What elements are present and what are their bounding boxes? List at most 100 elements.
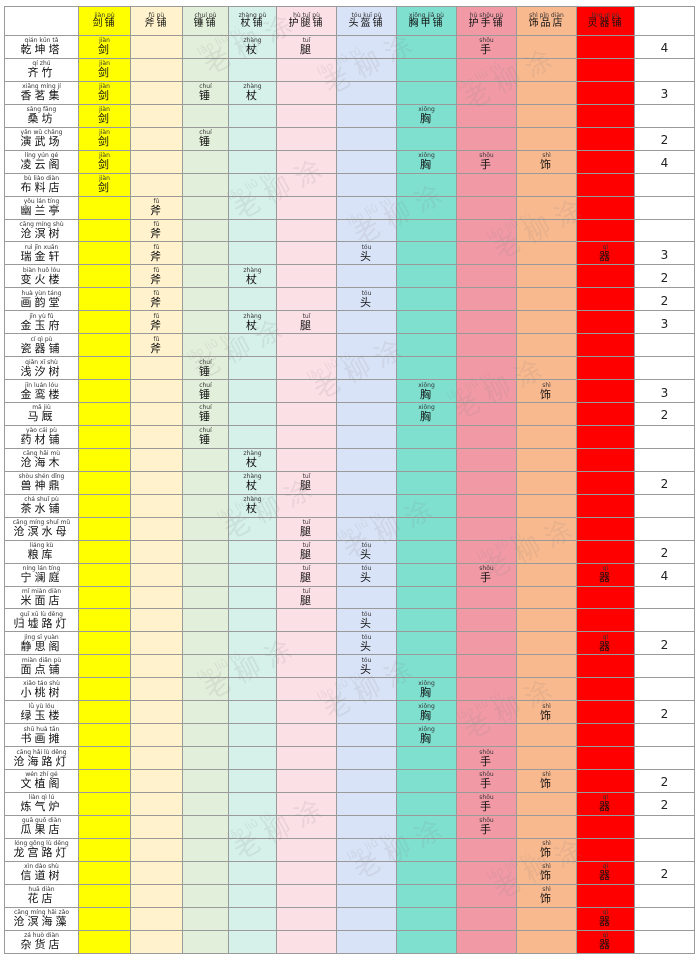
cell-jian[interactable] xyxy=(78,585,131,610)
cell-shou[interactable] xyxy=(456,447,517,472)
row-name[interactable]: miàn diǎn pù 面点铺 xyxy=(4,654,79,679)
cell-tou[interactable] xyxy=(336,149,397,174)
cell-qi[interactable]: fǔ 斧 xyxy=(130,310,183,335)
row-name[interactable]: liáng kù 粮库 xyxy=(4,539,79,564)
cell-qi[interactable]: fǔ 斧 xyxy=(130,264,183,289)
cell-qi[interactable]: fǔ 斧 xyxy=(130,218,183,243)
cell-qi[interactable]: fǔ 斧 xyxy=(130,287,183,312)
cell-xiong[interactable] xyxy=(396,57,457,82)
cell-tou[interactable] xyxy=(336,195,397,220)
cell-xiong[interactable] xyxy=(396,516,457,541)
cell-xiong[interactable] xyxy=(396,470,457,495)
cell-zhang[interactable] xyxy=(228,333,277,358)
cell-shi[interactable] xyxy=(516,906,577,931)
cell-jian[interactable] xyxy=(78,631,131,656)
cell-zhang[interactable] xyxy=(228,814,277,839)
column-header-xiong[interactable]: xiōng jiǎ pù 胸甲铺 xyxy=(396,6,457,36)
cell-jian[interactable]: jiàn 剑 xyxy=(78,172,131,197)
cell-tui[interactable] xyxy=(276,769,337,793)
cell-shou[interactable]: shǒu 手 xyxy=(456,791,517,816)
cell-shi[interactable] xyxy=(516,287,577,312)
cell-tou[interactable] xyxy=(336,814,397,839)
cell-tou[interactable] xyxy=(336,723,397,748)
cell-tui[interactable]: tuǐ 腿 xyxy=(276,35,337,59)
cell-chui[interactable] xyxy=(182,149,229,174)
row-name[interactable]: huà yùn táng 画韵堂 xyxy=(4,287,79,312)
cell-chui[interactable] xyxy=(182,57,229,82)
cell-shi[interactable] xyxy=(516,310,577,335)
cell-qi[interactable] xyxy=(130,149,183,174)
cell-zhang[interactable] xyxy=(228,287,277,312)
cell-xiong[interactable]: xiōng 胸 xyxy=(396,723,457,748)
cell-qi[interactable] xyxy=(130,80,183,105)
cell-qi[interactable] xyxy=(130,837,183,862)
cell-chui[interactable] xyxy=(182,562,229,587)
cell-shou[interactable] xyxy=(456,539,517,564)
cell-shi[interactable] xyxy=(516,126,577,151)
cell-zhang[interactable] xyxy=(228,562,277,587)
row-name[interactable]: mǐ miàn diàn 米面店 xyxy=(4,585,79,610)
cell-shou[interactable] xyxy=(456,402,517,426)
cell-shi[interactable] xyxy=(516,80,577,105)
cell-qiqi[interactable]: qì 器 xyxy=(576,241,635,266)
cell-qiqi[interactable] xyxy=(576,700,635,725)
row-name[interactable]: xìn dào shù 信道树 xyxy=(4,860,79,885)
column-header-zhang[interactable]: zhàng pù 杖铺 xyxy=(228,6,277,36)
cell-shi[interactable] xyxy=(516,746,577,770)
cell-jian[interactable] xyxy=(78,402,131,426)
cell-shou[interactable] xyxy=(456,860,517,885)
row-name[interactable]: qiǎn xī shù 浅汐树 xyxy=(4,356,79,381)
cell-qi[interactable] xyxy=(130,608,183,633)
cell-tui[interactable]: tuǐ 腿 xyxy=(276,310,337,335)
cell-jian[interactable] xyxy=(78,218,131,243)
cell-shi[interactable] xyxy=(516,333,577,358)
cell-qi[interactable] xyxy=(130,860,183,885)
cell-tui[interactable] xyxy=(276,746,337,770)
cell-jian[interactable] xyxy=(78,608,131,633)
cell-shou[interactable] xyxy=(456,195,517,220)
row-name[interactable]: cāng hǎi mù 沧海木 xyxy=(4,447,79,472)
cell-shi[interactable] xyxy=(516,447,577,472)
cell-xiong[interactable] xyxy=(396,585,457,610)
cell-xiong[interactable]: xiōng 胸 xyxy=(396,149,457,174)
cell-chui[interactable] xyxy=(182,654,229,679)
cell-qiqi[interactable]: qì 器 xyxy=(576,929,635,954)
cell-tui[interactable] xyxy=(276,80,337,105)
row-name[interactable]: yōu lán tíng 幽兰亭 xyxy=(4,195,79,220)
cell-shi[interactable] xyxy=(516,356,577,381)
cell-jian[interactable] xyxy=(78,310,131,335)
row-name[interactable]: bù liào diàn 布料店 xyxy=(4,172,79,197)
cell-jian[interactable]: jiàn 剑 xyxy=(78,149,131,174)
cell-qi[interactable] xyxy=(130,539,183,564)
cell-tou[interactable] xyxy=(336,906,397,931)
cell-qi[interactable] xyxy=(130,929,183,954)
cell-xiong[interactable]: xiōng 胸 xyxy=(396,379,457,403)
cell-shi[interactable] xyxy=(516,516,577,541)
cell-shi[interactable] xyxy=(516,493,577,518)
cell-zhang[interactable] xyxy=(228,746,277,770)
cell-jian[interactable] xyxy=(78,539,131,564)
cell-qi[interactable] xyxy=(130,631,183,656)
cell-tou[interactable] xyxy=(336,837,397,862)
cell-qi[interactable] xyxy=(130,103,183,128)
cell-zhang[interactable] xyxy=(228,539,277,564)
cell-tou[interactable] xyxy=(336,516,397,541)
cell-tui[interactable] xyxy=(276,402,337,426)
cell-qi[interactable] xyxy=(130,126,183,151)
cell-tou[interactable] xyxy=(336,356,397,381)
cell-jian[interactable] xyxy=(78,860,131,885)
cell-tou[interactable] xyxy=(336,264,397,289)
cell-shi[interactable]: shì 饰 xyxy=(516,883,577,908)
cell-chui[interactable] xyxy=(182,585,229,610)
cell-qi[interactable] xyxy=(130,906,183,931)
cell-jian[interactable] xyxy=(78,470,131,495)
cell-chui[interactable] xyxy=(182,287,229,312)
cell-zhang[interactable]: zhàng 杖 xyxy=(228,310,277,335)
cell-qi[interactable] xyxy=(130,57,183,82)
cell-tou[interactable]: tóu 头 xyxy=(336,287,397,312)
cell-tui[interactable]: tuǐ 腿 xyxy=(276,470,337,495)
cell-xiong[interactable] xyxy=(396,929,457,954)
row-name[interactable]: shòu shén dǐng 兽神鼎 xyxy=(4,470,79,495)
cell-tui[interactable] xyxy=(276,333,337,358)
cell-qi[interactable] xyxy=(130,585,183,610)
